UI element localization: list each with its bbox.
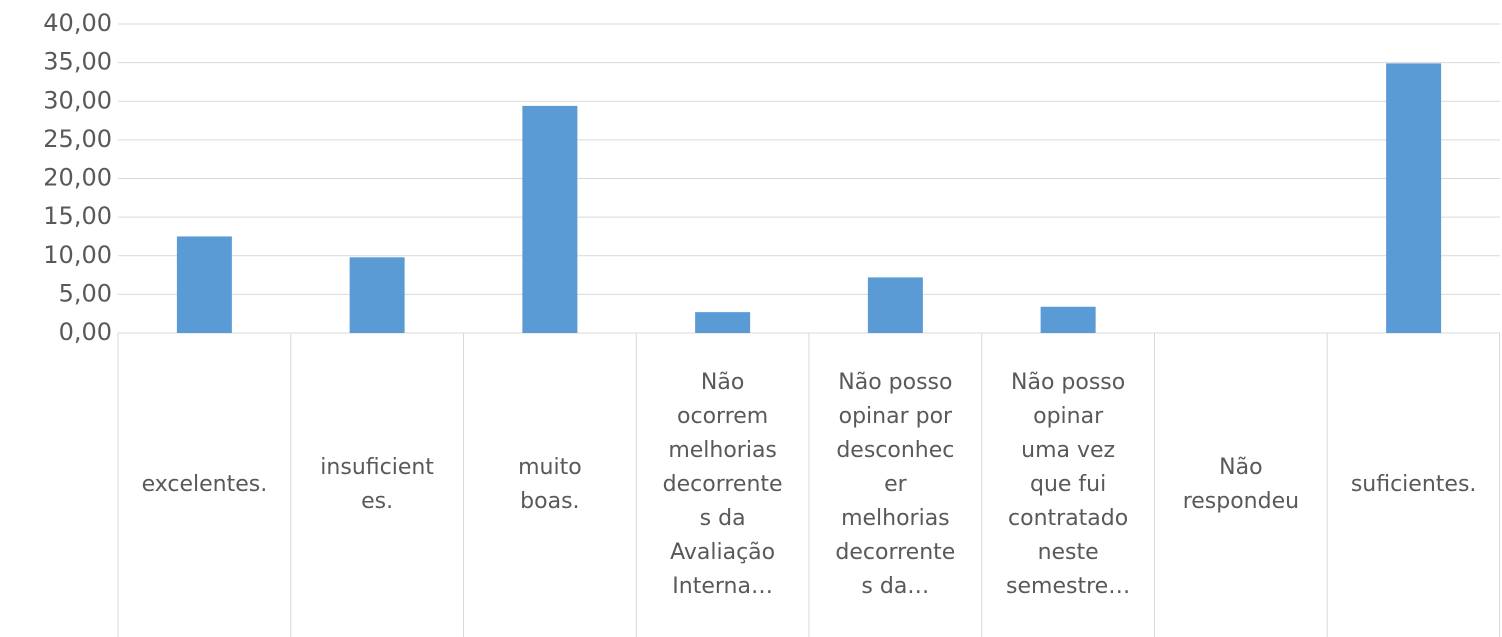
y-tick-label: 40,00 <box>43 9 112 37</box>
x-tick-label: Não posso opinar por desconhec er melhor… <box>835 370 956 599</box>
bar <box>1040 306 1096 333</box>
x-tick-label: insuficient es. <box>320 455 434 514</box>
bar <box>522 105 578 333</box>
y-tick-label: 20,00 <box>43 164 112 192</box>
x-tick-label: muito boas. <box>518 455 582 514</box>
bar <box>349 257 405 333</box>
bar <box>1386 63 1442 334</box>
x-tick-label: suficientes. <box>1350 472 1477 497</box>
y-tick-label: 30,00 <box>43 86 112 114</box>
y-tick-label: 5,00 <box>59 279 112 307</box>
y-tick-label: 10,00 <box>43 241 112 269</box>
x-tick-label: Não posso opinar uma vez que fui contrat… <box>1006 370 1131 599</box>
bar <box>695 312 751 333</box>
x-tick-label: excelentes. <box>141 472 268 497</box>
y-tick-label: 0,00 <box>59 318 112 346</box>
bar <box>176 236 232 333</box>
x-tick-label: Não ocorrem melhorias decorrente s da Av… <box>662 370 783 599</box>
y-tick-label: 35,00 <box>43 48 112 76</box>
bar <box>867 277 923 333</box>
y-tick-label: 25,00 <box>43 125 112 153</box>
x-tick-label: Não respondeu <box>1182 455 1300 514</box>
y-tick-label: 15,00 <box>43 202 112 230</box>
